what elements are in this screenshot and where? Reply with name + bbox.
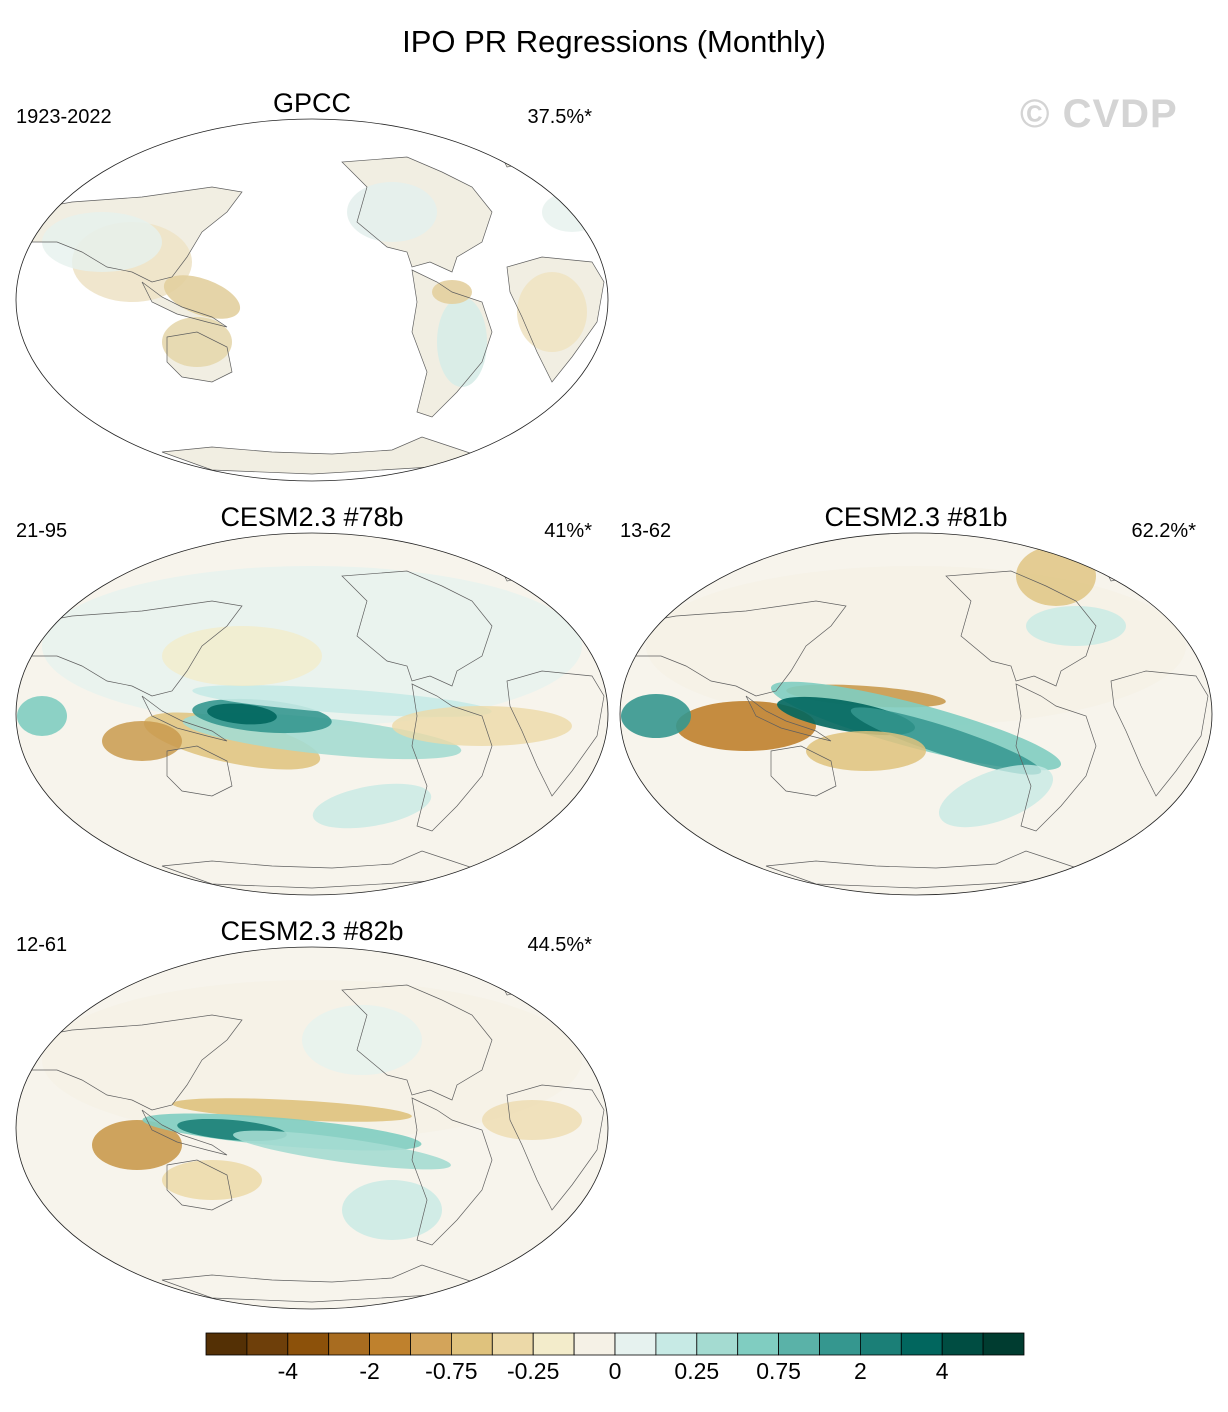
colorbar-tick-label: -4: [277, 1358, 299, 1384]
cvdp-watermark: © CVDP: [1020, 92, 1178, 136]
colorbar-bin: [737, 1332, 780, 1356]
panel-variance-pct: 37.5%*: [527, 106, 593, 128]
robinson-map: [15, 118, 609, 482]
panel-years: 1923-2022: [16, 106, 112, 128]
panel-title: CESM2.3 #82b: [220, 916, 404, 946]
panel-title: CESM2.3 #81b: [824, 502, 1008, 532]
colorbar-bin: [532, 1332, 575, 1356]
robinson-map: [619, 532, 1213, 896]
panel-years: 13-62: [620, 520, 672, 542]
colorbar-tick-label: -0.25: [506, 1358, 560, 1384]
map-panel-cesm-82b: CESM2.3 #82b 12-61 44.5%*: [12, 916, 612, 1310]
robinson-map: [15, 532, 609, 896]
colorbar-tick-label: 4: [935, 1358, 949, 1384]
colorbar-bin: [819, 1332, 861, 1356]
map-panel-cesm-81b: CESM2.3 #81b 13-62 62.2%*: [616, 502, 1216, 896]
panel-title: GPCC: [272, 88, 351, 118]
colorbar-bin: [655, 1332, 698, 1356]
colorbar-bin: [369, 1332, 411, 1356]
panel-years: 21-95: [16, 520, 68, 542]
colorbar-tick-label: 0.75: [756, 1358, 801, 1384]
colorbar-bin: [614, 1332, 657, 1356]
colorbar-bin: [328, 1332, 370, 1356]
colorbar-bin: [491, 1332, 534, 1356]
colorbar-bin: [941, 1332, 984, 1356]
panel-title: CESM2.3 #78b: [220, 502, 404, 532]
figure-title: IPO PR Regressions (Monthly): [402, 24, 826, 59]
colorbar-bin: [982, 1332, 1025, 1356]
colorbar-bin: [246, 1332, 289, 1356]
colorbar: [205, 1332, 1025, 1356]
panel-variance-pct: 44.5%*: [527, 934, 593, 956]
colorbar-bin: [287, 1332, 330, 1356]
colorbar-bin: [450, 1332, 493, 1356]
map-panel-cesm-78b: CESM2.3 #78b 21-95 41%*: [12, 502, 612, 896]
colorbar-tick-label: -0.75: [425, 1358, 478, 1384]
map-panel-gpcc: GPCC 1923-2022 37.5%*: [12, 88, 612, 482]
colorbar-bin: [900, 1332, 943, 1356]
panel-variance-pct: 41%*: [544, 520, 592, 542]
colorbar-tick-label: -2: [359, 1358, 380, 1384]
robinson-map: [15, 946, 609, 1310]
colorbar-bin: [696, 1332, 739, 1356]
colorbar-tick-label: 0.25: [674, 1358, 720, 1384]
colorbar-bin: [778, 1332, 820, 1356]
colorbar-tick-label: 0: [608, 1358, 622, 1384]
colorbar-tick-label: 2: [853, 1358, 867, 1384]
colorbar-bin: [860, 1332, 902, 1356]
colorbar-bin: [410, 1332, 452, 1356]
panel-years: 12-61: [16, 934, 68, 956]
colorbar-bin: [573, 1332, 616, 1356]
colorbar-bin: [205, 1332, 248, 1356]
panel-variance-pct: 62.2%*: [1131, 520, 1197, 542]
